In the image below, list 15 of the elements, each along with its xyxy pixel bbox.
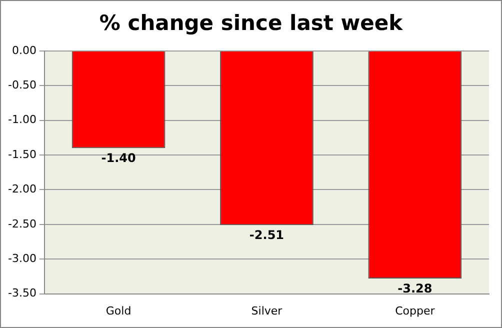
chart-title: % change since last week: [98, 11, 404, 35]
x-tick-label: Silver: [251, 304, 283, 318]
y-tick-label: -3.50: [8, 286, 36, 300]
y-tick-label: -2.50: [8, 217, 36, 230]
y-tick-label: -0.50: [8, 78, 36, 92]
y-tick-label: -1.00: [8, 113, 36, 126]
y-tick-label: -2.00: [8, 182, 36, 196]
x-tick-label: Copper: [395, 304, 436, 318]
y-tick-label: 0.00: [12, 44, 36, 57]
data-label: -2.51: [249, 228, 284, 242]
data-label: -1.40: [101, 151, 136, 166]
x-tick-label: Gold: [106, 304, 132, 318]
y-tick-label: -1.50: [8, 148, 36, 161]
y-tick-label: -3.00: [8, 252, 36, 265]
data-label: -3.28: [398, 282, 432, 296]
